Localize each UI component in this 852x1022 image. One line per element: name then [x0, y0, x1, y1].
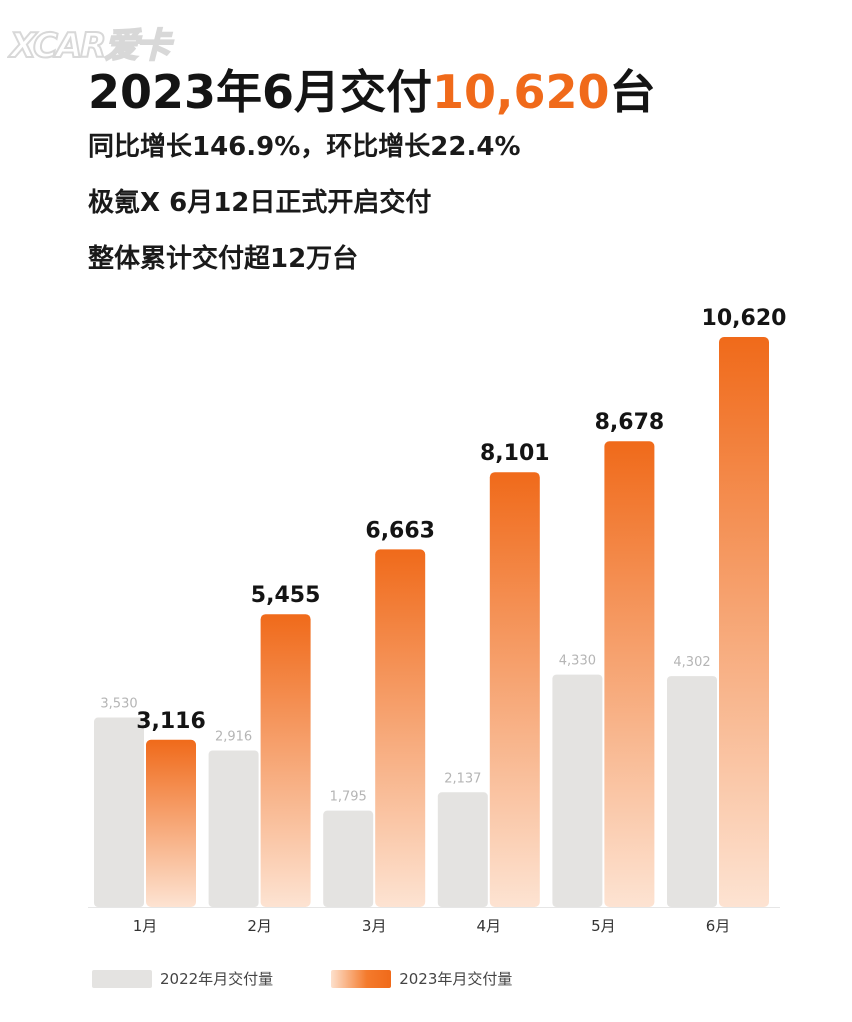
- label-2022-1: 3,530: [100, 697, 137, 712]
- label-2023-4: 8,101: [480, 441, 550, 466]
- legend: 2022年月交付量 2023年月交付量: [92, 968, 570, 989]
- label-2023-6: 10,620: [702, 306, 787, 331]
- legend-swatch-2022: [92, 969, 152, 988]
- category-label-6: 6月: [706, 917, 731, 935]
- label-2023-2: 5,455: [251, 583, 321, 608]
- label-2022-4: 2,137: [444, 771, 481, 786]
- label-2022-5: 4,330: [559, 654, 596, 669]
- headline-suffix: 台: [609, 65, 656, 119]
- legend-label-2022: 2022年月交付量: [160, 970, 274, 988]
- category-label-1: 1月: [133, 917, 158, 935]
- headline: 2023年6月交付10,620台: [88, 56, 656, 122]
- bar-2022-6: [667, 676, 717, 907]
- category-label-5: 5月: [591, 917, 616, 935]
- legend-item-2022: 2022年月交付量: [92, 968, 273, 989]
- label-2022-6: 4,302: [673, 655, 710, 670]
- bar-2023-6: [719, 337, 769, 907]
- label-2022-3: 1,795: [330, 790, 367, 805]
- legend-label-2023: 2023年月交付量: [399, 970, 513, 988]
- bar-2023-5: [604, 441, 655, 907]
- legend-swatch-2023: [331, 969, 392, 988]
- bar-2022-5: [552, 674, 603, 907]
- headline-prefix: 2023年6月交付: [88, 65, 433, 119]
- category-label-4: 4月: [477, 917, 502, 935]
- bar-2022-4: [437, 792, 488, 907]
- label-2023-5: 8,678: [595, 410, 665, 435]
- category-label-2: 2月: [247, 917, 272, 935]
- category-label-3: 3月: [362, 917, 387, 935]
- bar-2023-1: [146, 739, 196, 907]
- bar-2023-4: [489, 472, 540, 907]
- bar-2022-2: [208, 750, 259, 907]
- bar-2023-3: [375, 549, 426, 907]
- subline-growth: 同比增长146.9%，环比增长22.4%: [88, 132, 521, 162]
- bar-2023-2: [260, 614, 311, 907]
- subline-delivery-start: 极氪X 6月12日正式开启交付: [88, 188, 432, 218]
- label-2022-2: 2,916: [215, 729, 252, 744]
- headline-highlight: 10,620: [432, 65, 610, 119]
- bar-2022-1: [94, 717, 144, 907]
- legend-item-2023: 2023年月交付量: [331, 968, 512, 989]
- bar-2022-3: [323, 810, 374, 907]
- label-2023-1: 3,116: [136, 709, 206, 734]
- label-2023-3: 6,663: [365, 518, 435, 543]
- xcar-logo: XCAR爱卡: [9, 25, 171, 67]
- subline-cumulative: 整体累计交付超12万台: [88, 244, 359, 274]
